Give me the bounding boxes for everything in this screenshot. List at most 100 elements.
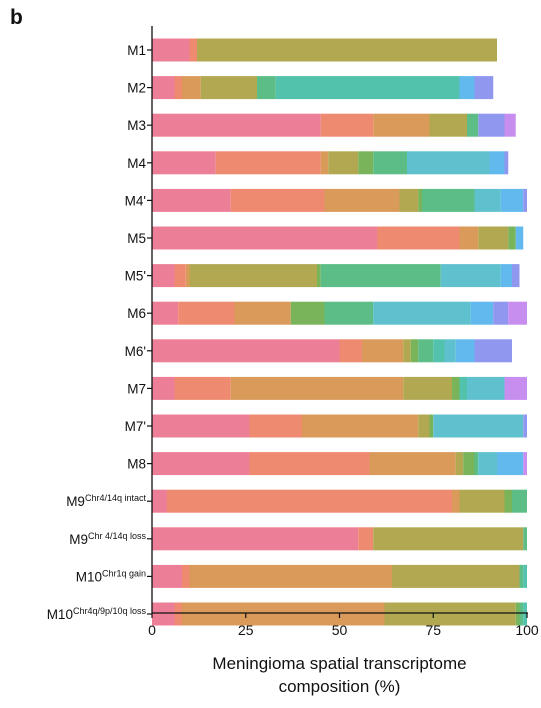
bar-segment: [257, 76, 276, 100]
bar-segment: [152, 452, 250, 476]
bar-segment: [474, 452, 479, 476]
bar-segment: [474, 188, 501, 212]
bar-segment: [152, 527, 359, 551]
bar-segment: [452, 376, 460, 400]
bar-segment: [373, 113, 430, 137]
bar-segment: [234, 301, 291, 325]
bar-segment: [455, 452, 464, 476]
bar-segment: [497, 452, 524, 476]
bar-segment: [467, 113, 479, 137]
category-labels: M1 M2 M3 M4 M4' M5 M5' M6 M6' M7 M7' M8 M9Chr4/14q i…: [47, 43, 147, 622]
x-tick-label: 50: [332, 622, 348, 638]
category-label: M4': [125, 193, 146, 208]
bar-segment: [362, 339, 404, 363]
bar-segment: [185, 264, 190, 288]
bar-segment: [523, 564, 527, 588]
bar-segment: [504, 489, 512, 513]
bar-segment: [440, 264, 501, 288]
bar-segment: [317, 264, 321, 288]
bar-segment: [523, 602, 527, 626]
bar-segment: [152, 76, 175, 100]
bar-segment: [478, 226, 509, 250]
bar-segment: [152, 38, 190, 62]
bar-segment: [373, 151, 407, 175]
bar-segment: [418, 188, 422, 212]
x-tick-label: 25: [238, 622, 254, 638]
category-label: M5: [127, 231, 146, 246]
bar-segment: [433, 339, 445, 363]
bar-segment: [444, 339, 456, 363]
bar-segment: [302, 414, 419, 438]
bar-segment: [459, 489, 505, 513]
bar-segment: [373, 527, 524, 551]
bar-segment: [152, 564, 182, 588]
bar-segment: [230, 376, 404, 400]
bar-segment: [459, 76, 475, 100]
bar-segment: [407, 151, 490, 175]
bar-segment: [504, 113, 516, 137]
category-label: M6': [125, 344, 146, 359]
bar-segment: [152, 301, 179, 325]
bar-segment: [493, 301, 509, 325]
category-label: M8: [127, 457, 146, 472]
bar-segment: [452, 489, 460, 513]
bar-segment: [369, 452, 456, 476]
x-tick-labels: 0 25 50 75 100: [148, 622, 539, 638]
x-tick-label: 100: [515, 622, 539, 638]
bar-segment: [358, 527, 374, 551]
bar-segment: [249, 452, 370, 476]
bar-segment: [189, 38, 197, 62]
bar-segment: [152, 414, 250, 438]
bar-segment: [512, 489, 527, 513]
category-label: M9Chr4/14q intact: [66, 493, 146, 509]
bar-segment: [500, 264, 512, 288]
bar-segment: [478, 452, 497, 476]
bar-segment: [377, 226, 460, 250]
bar-segment: [422, 188, 475, 212]
bar-segment: [508, 301, 527, 325]
category-label: M3: [127, 118, 146, 133]
bar-segment: [215, 151, 321, 175]
bar-segment: [275, 76, 460, 100]
bar-segment: [152, 339, 340, 363]
bar-segment: [339, 339, 362, 363]
x-tick-label: 75: [425, 622, 441, 638]
bar-segment: [459, 376, 467, 400]
bar-segment: [429, 113, 467, 137]
bar-segment: [167, 489, 452, 513]
bar-segment: [152, 226, 377, 250]
bar-segment: [403, 339, 411, 363]
x-axis-title-line-2: composition (%): [279, 677, 401, 696]
bar-segment: [474, 339, 512, 363]
bar-segment: [512, 264, 520, 288]
bar-segment: [500, 188, 524, 212]
category-label: M5': [125, 269, 146, 284]
bar-segment: [392, 564, 520, 588]
bar-segment: [178, 301, 235, 325]
bar-segment: [152, 151, 216, 175]
bar-segment: [324, 188, 400, 212]
bar-segment: [384, 602, 516, 626]
bar-segment: [290, 301, 325, 325]
bar-segment: [463, 452, 475, 476]
category-label: M6: [127, 306, 146, 321]
bar-segment: [182, 76, 201, 100]
panel-label: b: [10, 6, 23, 29]
bar-segment: [418, 414, 430, 438]
bar-segment: [519, 564, 524, 588]
bar-segment: [320, 113, 374, 137]
category-label: M9Chr 4/14q loss: [69, 531, 146, 547]
bar-segment: [174, 264, 186, 288]
bar-segment: [433, 414, 524, 438]
bar-segment: [230, 188, 325, 212]
bar-segment: [320, 264, 441, 288]
bar-segment: [523, 188, 527, 212]
bar-segment: [478, 113, 505, 137]
bar-segment: [152, 602, 175, 626]
bar-segment: [459, 226, 479, 250]
bar-segment: [324, 301, 374, 325]
x-axis-title-line-1: Meningioma spatial transcriptome: [212, 654, 466, 673]
bar-segment: [474, 76, 494, 100]
bar-segment: [182, 602, 385, 626]
